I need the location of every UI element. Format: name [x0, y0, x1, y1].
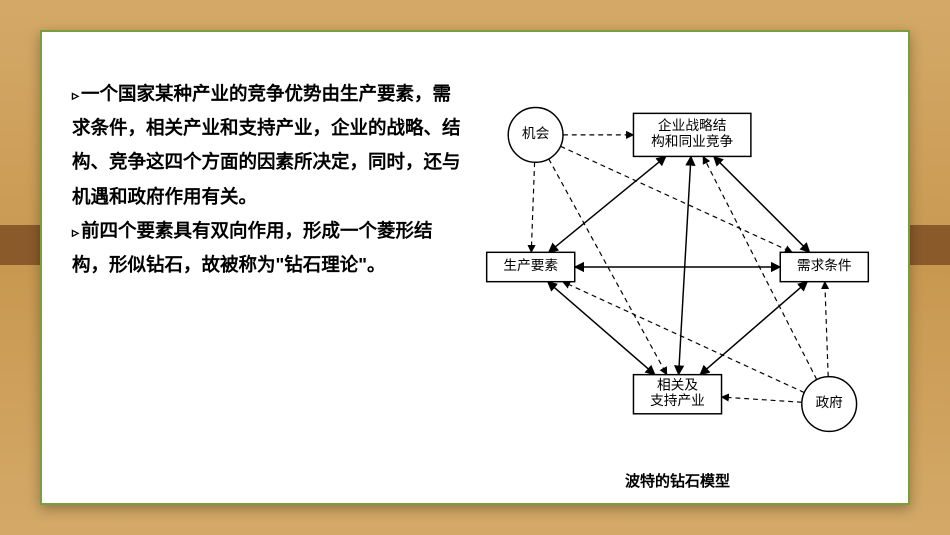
paragraph-2: 前四个要素具有双向作用，形成一个菱形结构，形似钻石，故被称为"钻石理论"。 — [72, 214, 462, 282]
node-chance: 机会 — [508, 107, 563, 162]
svg-text:生产要素: 生产要素 — [503, 258, 558, 273]
svg-text:需求条件: 需求条件 — [797, 257, 852, 273]
svg-text:机会: 机会 — [522, 126, 550, 141]
paragraph-1: 一个国家某种产业的竞争优势由生产要素，需求条件，相关产业和支持产业，企业的战略、… — [72, 77, 462, 214]
diamond-model-diagram: 机会企业战略结构和同业竞争生产要素需求条件相关及支持产业政府 — [472, 77, 883, 457]
node-gov: 政府 — [802, 377, 857, 432]
diagram-caption: 波特的钻石模型 — [472, 470, 883, 491]
diagram-column: 机会企业战略结构和同业竞争生产要素需求条件相关及支持产业政府 波特的钻石模型 — [472, 77, 883, 483]
svg-text:支持产业: 支持产业 — [650, 393, 705, 408]
text-column: 一个国家某种产业的竞争优势由生产要素，需求条件，相关产业和支持产业，企业的战略、… — [72, 77, 472, 483]
svg-text:构和同业竞争: 构和同业竞争 — [651, 133, 733, 149]
svg-text:企业战略结: 企业战略结 — [658, 117, 726, 133]
svg-text:相关及: 相关及 — [657, 378, 698, 393]
node-demand: 需求条件 — [780, 252, 868, 281]
content-panel: 一个国家某种产业的竞争优势由生产要素，需求条件，相关产业和支持产业，企业的战略、… — [40, 30, 910, 505]
node-strategy: 企业战略结构和同业竞争 — [633, 113, 750, 156]
svg-text:政府: 政府 — [815, 395, 843, 410]
node-factors: 生产要素 — [487, 252, 575, 281]
node-related: 相关及支持产业 — [633, 375, 721, 414]
